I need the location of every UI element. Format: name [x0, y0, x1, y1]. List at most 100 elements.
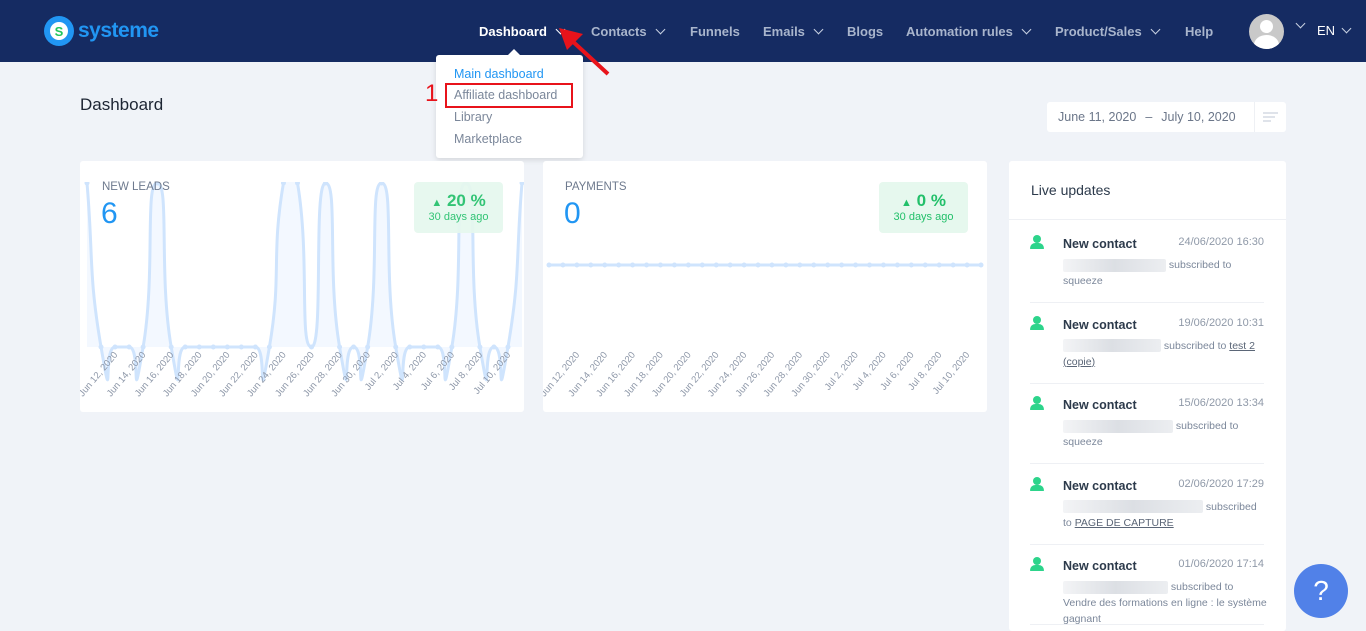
- nav-product-sales[interactable]: Product/Sales: [1055, 24, 1161, 39]
- data-point[interactable]: [908, 262, 914, 268]
- event-action: subscribed to: [1170, 581, 1234, 593]
- event-text: subscribed to Vendre des formations en l…: [1063, 579, 1268, 627]
- data-point[interactable]: [449, 344, 455, 350]
- nav-emails[interactable]: Emails: [763, 24, 824, 39]
- data-point[interactable]: [323, 181, 329, 186]
- live-update-item: New contact 19/06/2020 10:31 subscribed …: [1030, 303, 1264, 384]
- data-point[interactable]: [574, 262, 580, 268]
- data-point[interactable]: [168, 344, 174, 350]
- event-title: New contact: [1063, 317, 1137, 332]
- data-point[interactable]: [182, 344, 188, 350]
- data-point[interactable]: [309, 344, 315, 350]
- data-point[interactable]: [644, 262, 650, 268]
- data-point[interactable]: [811, 262, 817, 268]
- data-point[interactable]: [755, 262, 761, 268]
- data-point[interactable]: [351, 344, 357, 350]
- date-separator: –: [1145, 110, 1153, 124]
- data-point[interactable]: [519, 181, 525, 186]
- nav-help[interactable]: Help: [1185, 24, 1213, 39]
- data-point[interactable]: [880, 262, 886, 268]
- target-link[interactable]: PAGE DE CAPTURE: [1074, 516, 1174, 529]
- data-point[interactable]: [435, 344, 441, 350]
- nav-blogs[interactable]: Blogs: [847, 24, 883, 39]
- data-point[interactable]: [630, 262, 636, 268]
- help-button[interactable]: ?: [1294, 564, 1348, 618]
- data-point[interactable]: [741, 262, 747, 268]
- menu-item-library[interactable]: Library: [454, 110, 493, 124]
- data-point[interactable]: [560, 262, 566, 268]
- data-point[interactable]: [365, 344, 371, 350]
- data-point[interactable]: [266, 344, 272, 350]
- data-point[interactable]: [491, 344, 497, 350]
- data-point[interactable]: [839, 262, 845, 268]
- data-point[interactable]: [238, 344, 244, 350]
- data-point[interactable]: [112, 344, 118, 350]
- nav-funnels[interactable]: Funnels: [690, 24, 740, 39]
- data-point[interactable]: [964, 262, 970, 268]
- data-point[interactable]: [950, 262, 956, 268]
- redacted-email: [1063, 500, 1203, 514]
- data-point[interactable]: [769, 262, 775, 268]
- data-point[interactable]: [421, 344, 427, 350]
- data-point[interactable]: [393, 344, 399, 350]
- data-point[interactable]: [936, 262, 942, 268]
- avatar[interactable]: [1249, 14, 1284, 49]
- data-point[interactable]: [140, 344, 146, 350]
- menu-item-main-dashboard[interactable]: Main dashboard: [454, 67, 544, 81]
- data-point[interactable]: [797, 262, 803, 268]
- data-point[interactable]: [588, 262, 594, 268]
- logo-gear-icon: S: [44, 16, 74, 46]
- data-point[interactable]: [727, 262, 733, 268]
- data-point[interactable]: [978, 262, 984, 268]
- event-text: subscribed to test 2 (copie): [1063, 338, 1268, 370]
- data-point[interactable]: [154, 181, 160, 186]
- data-point[interactable]: [713, 262, 719, 268]
- data-point[interactable]: [616, 262, 622, 268]
- data-point[interactable]: [337, 344, 343, 350]
- data-point[interactable]: [602, 262, 608, 268]
- language-label: EN: [1317, 23, 1336, 38]
- data-point[interactable]: [657, 262, 663, 268]
- data-point[interactable]: [783, 262, 789, 268]
- data-point[interactable]: [210, 344, 216, 350]
- data-point[interactable]: [867, 262, 873, 268]
- date-range-picker[interactable]: June 11, 2020 – July 10, 2020: [1047, 102, 1286, 132]
- data-point[interactable]: [477, 344, 483, 350]
- data-point[interactable]: [224, 344, 230, 350]
- data-point[interactable]: [685, 262, 691, 268]
- data-point[interactable]: [853, 262, 859, 268]
- data-point[interactable]: [98, 344, 104, 350]
- live-update-item: New contact 01/06/2020 17:14 subscribed …: [1030, 544, 1267, 625]
- data-point[interactable]: [252, 344, 258, 350]
- data-point[interactable]: [671, 262, 677, 268]
- chevron-down-icon: [1150, 24, 1161, 35]
- event-time: 15/06/2020 13:34: [1178, 397, 1264, 409]
- event-text: subscribed to squeeze: [1063, 418, 1268, 450]
- filter-icon[interactable]: [1254, 102, 1286, 132]
- nav-automation-rules[interactable]: Automation rules: [906, 24, 1032, 39]
- data-point[interactable]: [546, 262, 552, 268]
- data-point[interactable]: [84, 181, 90, 186]
- nav-dashboard[interactable]: Dashboard: [479, 24, 566, 39]
- data-point[interactable]: [825, 262, 831, 268]
- target-link[interactable]: test 2 (copie): [1063, 339, 1255, 368]
- data-point[interactable]: [379, 181, 385, 186]
- logo[interactable]: S systeme: [44, 16, 159, 46]
- nav-contacts[interactable]: Contacts: [591, 24, 666, 39]
- live-updates-title: Live updates: [1031, 182, 1111, 198]
- avatar-menu-toggle[interactable]: [1287, 18, 1306, 29]
- data-point[interactable]: [922, 262, 928, 268]
- data-point[interactable]: [407, 344, 413, 350]
- data-point[interactable]: [505, 344, 511, 350]
- data-point[interactable]: [294, 181, 300, 186]
- data-point[interactable]: [699, 262, 705, 268]
- event-action: subscribed to: [1175, 420, 1239, 432]
- language-selector[interactable]: EN: [1317, 23, 1352, 38]
- menu-item-marketplace[interactable]: Marketplace: [454, 132, 523, 146]
- data-point[interactable]: [126, 344, 132, 350]
- data-point[interactable]: [894, 262, 900, 268]
- data-point[interactable]: [196, 344, 202, 350]
- nav-automation-rules-label: Automation rules: [906, 24, 1013, 39]
- menu-item-affiliate-dashboard[interactable]: Affiliate dashboard: [454, 88, 558, 102]
- data-point[interactable]: [280, 181, 286, 186]
